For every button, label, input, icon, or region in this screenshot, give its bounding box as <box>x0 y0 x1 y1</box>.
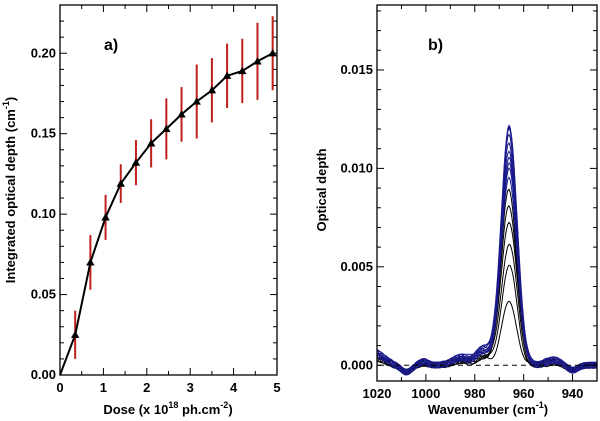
y-tick-label: 0.15 <box>31 126 56 141</box>
data-point-marker <box>162 124 171 133</box>
data-point-marker <box>238 66 247 75</box>
y-tick-label: 0.010 <box>340 160 373 175</box>
data-point-marker <box>207 86 217 94</box>
spectrum-curve <box>377 133 597 374</box>
data-point-marker <box>177 110 186 118</box>
spectrum-curve <box>377 124 597 376</box>
panel-a-xlabel: Dose (x 1018 ph.cm-2) <box>103 400 232 417</box>
spectrum-curve <box>377 204 597 375</box>
panel-b-ticks: 1020 1000 980 960 940 0.000 0.005 0.010 0.015 <box>340 5 598 401</box>
panel-a-label: a) <box>104 37 118 54</box>
data-point-marker <box>86 258 95 266</box>
x-tick-label: 1000 <box>411 386 440 401</box>
x-tick-label: 4 <box>230 380 238 395</box>
x-tick-label: 1020 <box>363 386 392 401</box>
y-tick-label: 0.00 <box>31 367 56 382</box>
spectrum-curve <box>377 125 597 374</box>
spectrum-curve <box>377 127 597 374</box>
panel-a-ylabel: Integrated optical depth (cm-1) <box>1 97 18 283</box>
x-tick-label: 980 <box>464 386 486 401</box>
x-tick-label: 1 <box>100 380 107 395</box>
panel-b-frame <box>376 4 598 382</box>
data-point-marker <box>222 71 232 79</box>
y-tick-label: 0.10 <box>31 206 56 221</box>
panel-b-ylabel: Optical depth <box>314 148 329 231</box>
data-point-marker <box>253 57 262 65</box>
panel-a-ticks: 0 1 2 3 4 5 0.00 0.05 0.10 0.15 0.20 <box>31 5 281 395</box>
y-tick-label: 0.005 <box>340 259 373 274</box>
y-tick-label: 0.05 <box>31 287 56 302</box>
panel-a-markers <box>70 49 277 338</box>
spectrum-curve <box>377 156 597 376</box>
x-tick-label: 2 <box>143 380 150 395</box>
spectrum-curve <box>377 176 597 374</box>
panel-b: 1020 1000 980 960 940 0.000 0.005 0.010 0.015 b)… <box>314 4 598 417</box>
spectrum-curve <box>377 150 597 376</box>
y-tick-label: 0.000 <box>340 357 373 372</box>
y-tick-label: 0.015 <box>340 62 373 77</box>
spectrum-curve <box>377 221 597 376</box>
spectrum-curve <box>377 161 597 374</box>
data-point-marker <box>101 213 110 221</box>
data-point-marker <box>146 139 156 147</box>
panel-a-error-bars <box>74 16 274 359</box>
x-tick-label: 960 <box>513 386 535 401</box>
panel-a: 0 1 2 3 4 5 0.00 0.05 0.10 0.15 0.20 a) Dose (x 10… <box>1 4 281 417</box>
x-tick-label: 5 <box>273 380 280 395</box>
panel-b-spectra <box>377 124 597 376</box>
data-point-marker <box>70 330 80 338</box>
panel-a-frame <box>59 4 278 376</box>
data-point-marker <box>131 158 141 166</box>
data-point-marker <box>192 97 201 105</box>
x-tick-label: 3 <box>187 380 194 395</box>
y-tick-label: 0.20 <box>31 45 56 60</box>
panel-b-xlabel: Wavenumber (cm-1) <box>428 400 548 417</box>
panel-b-label: b) <box>428 37 443 54</box>
x-tick-label: 0 <box>56 380 63 395</box>
data-point-marker <box>268 49 277 57</box>
data-point-marker <box>116 179 125 187</box>
x-tick-label: 940 <box>562 386 584 401</box>
spectrum-curve <box>377 167 597 374</box>
spectrum-curve <box>377 141 597 374</box>
